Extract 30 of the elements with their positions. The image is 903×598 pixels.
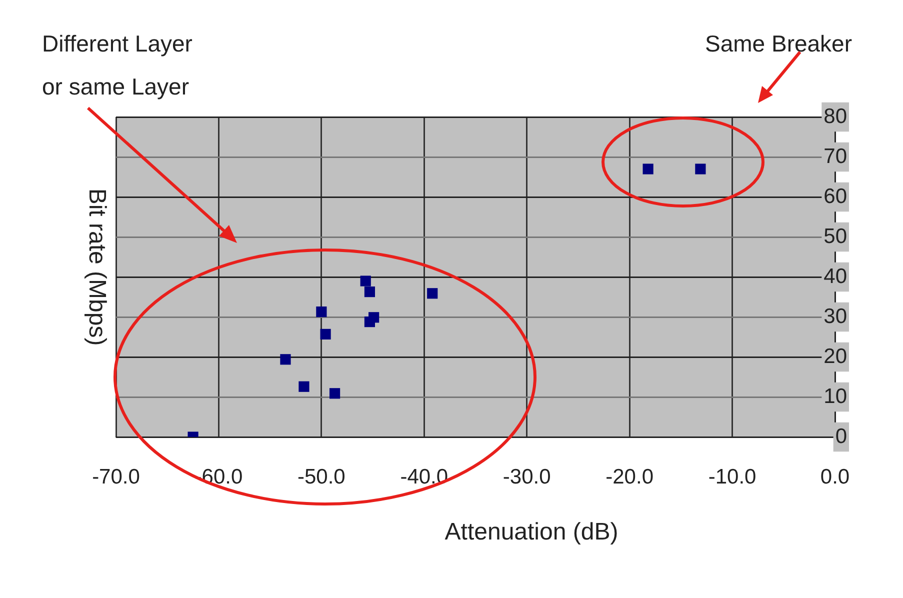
y-tick-label: 20 xyxy=(824,344,847,368)
point xyxy=(368,312,380,323)
y-tick-label: 80 xyxy=(824,104,847,128)
y-tick-label: 10 xyxy=(824,384,847,408)
y-tick-label: 0 xyxy=(835,424,847,448)
point xyxy=(695,164,706,174)
point xyxy=(427,288,438,299)
y-tick-label: 60 xyxy=(824,184,847,208)
x-axis-title: Attenuation (dB) xyxy=(444,518,618,546)
point xyxy=(642,164,654,174)
x-tick-label: 0.0 xyxy=(820,465,850,488)
point xyxy=(280,354,291,365)
point xyxy=(360,276,371,286)
x-tick-label: -30.0 xyxy=(502,465,551,488)
x-tick-label: -10.0 xyxy=(708,465,756,488)
point xyxy=(316,306,327,318)
point xyxy=(329,388,340,399)
point xyxy=(320,328,331,340)
text: Same Breaker xyxy=(705,30,852,56)
y-tick-label: 50 xyxy=(824,224,847,248)
x-tick-label: -70.0 xyxy=(92,465,140,488)
x-tick-label: -50.0 xyxy=(297,465,346,488)
text: Different Layer or same Layer xyxy=(42,30,193,100)
point xyxy=(364,286,376,298)
y-tick-label: 40 xyxy=(824,264,847,288)
y-tick-label: 70 xyxy=(824,144,847,168)
point xyxy=(298,381,310,392)
x-tick-label: -20.0 xyxy=(606,465,654,488)
y-axis-title: Bit rate (Mbps) xyxy=(83,188,110,346)
y-tick-label: 30 xyxy=(824,304,847,328)
